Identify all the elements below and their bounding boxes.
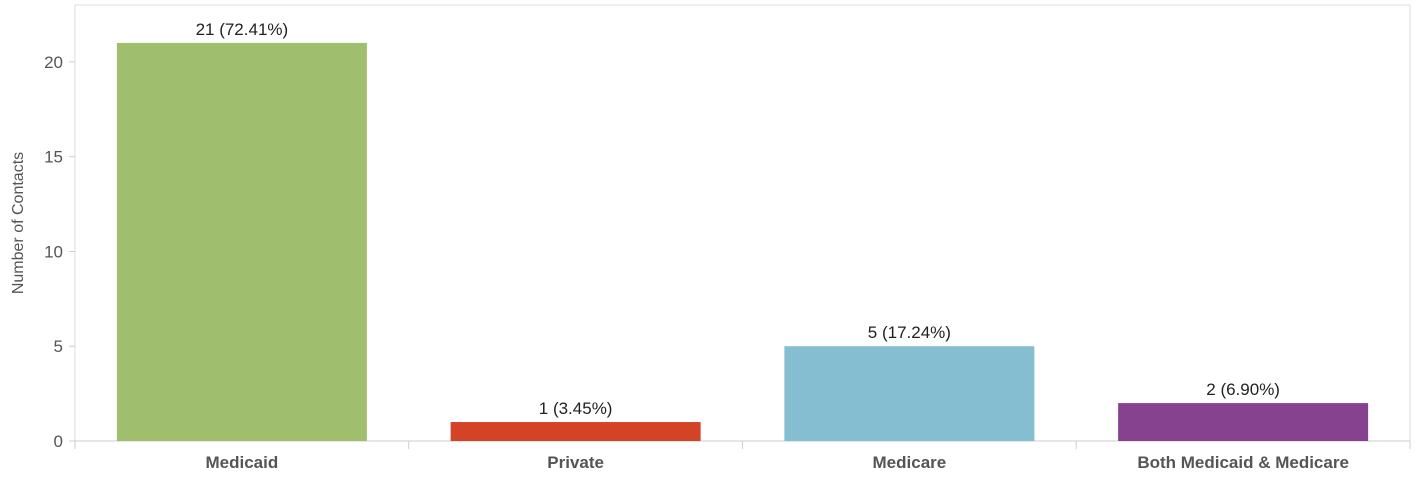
data-label: 1 (3.45%) [539,399,613,418]
x-category-label: Medicaid [206,453,279,472]
bar-private[interactable] [450,422,701,441]
bar-medicaid[interactable] [116,42,367,441]
y-tick-label: 0 [54,432,63,451]
y-tick-label: 10 [44,242,63,261]
data-labels: 21 (72.41%) 1 (3.45%) 5 (17.24%) 2 (6.90%) [196,20,1280,418]
y-axis-title: Number of Contacts [10,152,27,294]
data-label: 2 (6.90%) [1206,380,1280,399]
x-category-label: Private [547,453,604,472]
x-axis: Medicaid Private Medicare Both Medicaid & M… [74,440,1411,472]
data-label: 5 (17.24%) [868,323,951,342]
y-tick-label: 5 [54,337,63,356]
bars [116,42,1369,441]
x-category-label: Medicare [873,453,947,472]
y-axis: 0 5 10 15 20 [44,53,75,451]
x-category-label: Both Medicaid & Medicare [1137,453,1349,472]
bar-both-medicaid-medicare[interactable] [1118,403,1369,441]
y-tick-label: 20 [44,53,63,72]
y-tick-label: 15 [44,148,63,167]
data-label: 21 (72.41%) [196,20,289,39]
bar-medicare[interactable] [784,346,1035,441]
